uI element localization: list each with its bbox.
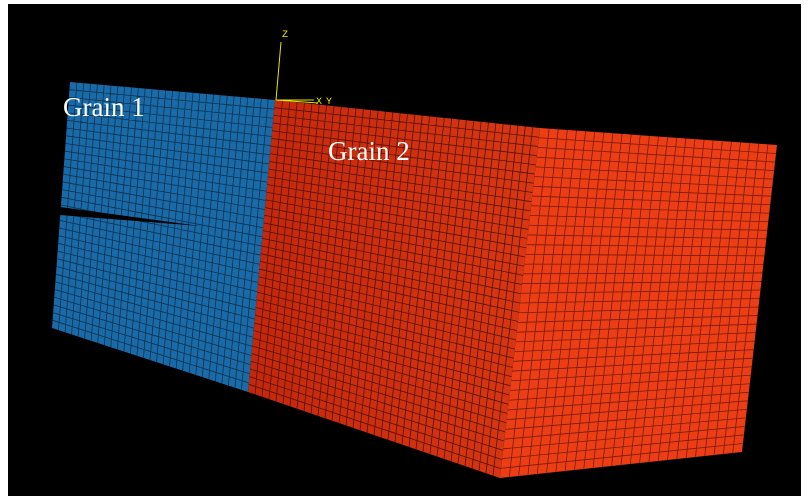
z-axis-label: Z — [282, 30, 288, 41]
grain-2-label: Grain 2 — [328, 136, 410, 166]
x-axis-label: X — [316, 97, 322, 108]
grain-1-label: Grain 1 — [63, 92, 145, 122]
viewport: Z X Y Grain 1 Grain 2 — [0, 0, 809, 504]
y-axis-label: Y — [326, 97, 332, 108]
page: Z X Y Grain 1 Grain 2 (() => { const dat… — [0, 0, 809, 504]
